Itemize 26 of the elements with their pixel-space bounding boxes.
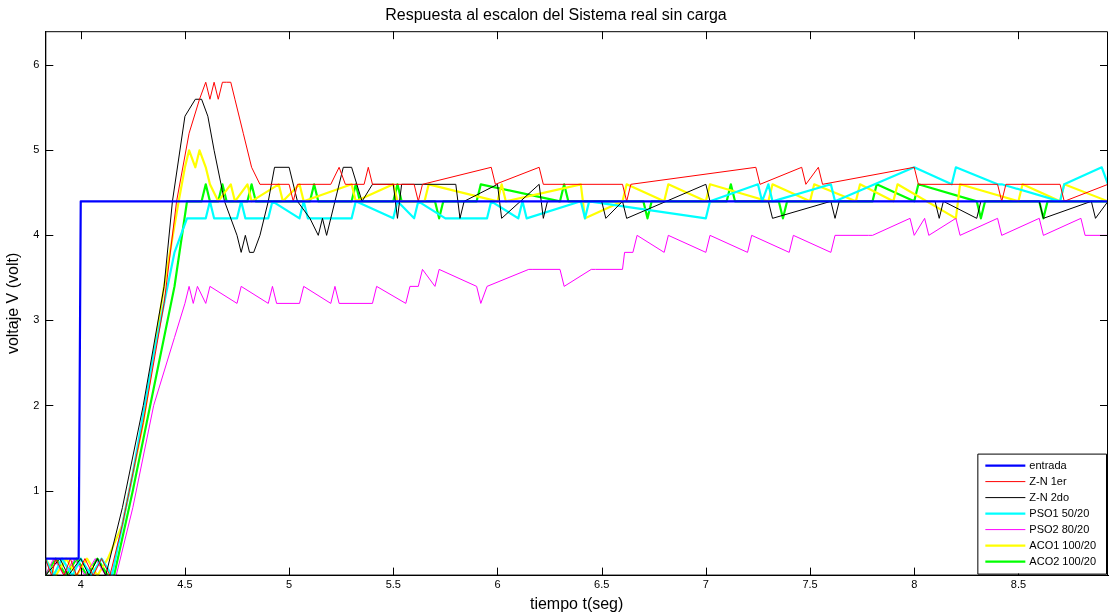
legend-label: ACO1 100/20 [1029, 538, 1096, 551]
x-tick-label: 7 [702, 578, 709, 591]
x-tick-label: 8.5 [1010, 578, 1027, 591]
y-tick-label: 3 [33, 313, 40, 326]
x-tick-label: 4 [77, 578, 84, 591]
legend-label: PSO2 80/20 [1029, 522, 1090, 535]
legend-label: PSO1 50/20 [1029, 506, 1090, 519]
x-axis-title: tiempo t(seg) [529, 594, 624, 612]
y-tick-label: 4 [33, 228, 40, 241]
x-tick-label: 4.5 [177, 578, 193, 591]
x-tick-label: 6.5 [594, 578, 610, 591]
x-tick-label: 7.5 [802, 578, 818, 591]
x-tick-label: 5.5 [385, 578, 401, 591]
y-tick-label: 2 [33, 398, 40, 411]
legend-label: entrada [1029, 458, 1068, 471]
y-tick-label: 6 [33, 58, 40, 71]
x-tick-label: 8 [911, 578, 918, 591]
legend-label: ACO2 100/20 [1029, 554, 1096, 567]
chart-title: Respuesta al escalon del Sistema real sin carga [385, 6, 727, 24]
legend-label: Z-N 1er [1029, 474, 1067, 487]
x-tick-label: 5 [286, 578, 293, 591]
legend-label: Z-N 2do [1029, 490, 1070, 503]
y-tick-label: 1 [33, 483, 40, 496]
y-axis-title: voltaje V (volt) [4, 252, 22, 355]
y-tick-label: 5 [33, 143, 40, 156]
x-tick-label: 6 [494, 578, 501, 591]
